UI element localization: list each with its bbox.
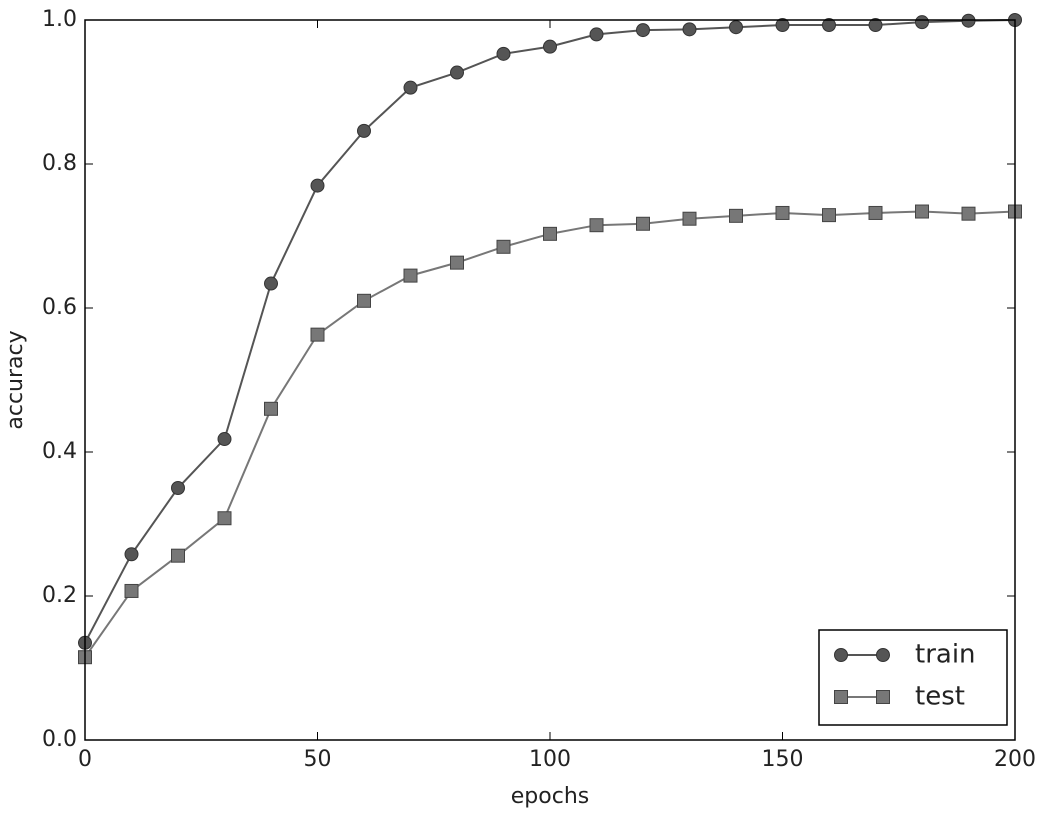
plot-frame [84,19,1016,741]
legend-label: test [915,682,965,712]
y-tick-label: 0.8 [42,151,77,176]
data-point [915,204,929,219]
data-point [868,18,883,33]
data-point [729,208,743,223]
data-point [543,39,557,54]
data-point [450,65,464,80]
data-point [171,481,185,495]
legend-marker [834,648,848,662]
series-line [84,19,1016,644]
data-point [357,293,371,308]
x-axis-label: epochs [511,784,589,809]
data-point [543,226,557,241]
data-point [496,46,511,61]
legend-marker [876,690,890,704]
data-point [450,255,464,270]
x-tick-label: 50 [304,747,332,772]
data-point [310,327,325,342]
legend-marker [834,690,848,704]
data-point [496,239,511,254]
data-point [357,123,371,138]
x-tick-label: 100 [529,747,571,772]
legend-box [818,629,1008,726]
data-point [636,23,650,38]
data-point [822,208,836,223]
x-tick-label: 150 [762,747,804,772]
y-tick-label: 0.4 [42,439,77,464]
data-point [589,27,604,42]
data-point [589,218,604,233]
legend-label: train [915,640,976,670]
y-tick-label: 0.2 [42,583,77,608]
data-point [915,15,929,30]
data-point [961,206,976,221]
data-point [682,22,697,37]
data-point [403,268,418,283]
y-axis-label: accuracy [3,330,28,429]
y-tick-label: 1.0 [42,7,77,32]
x-tick-label: 0 [78,747,92,772]
data-point [124,547,139,562]
y-tick-label: 0.0 [42,727,77,752]
data-point [775,205,790,220]
data-point [171,548,185,563]
legend-marker [876,648,890,662]
data-point [217,511,232,526]
data-point [682,211,697,226]
data-point [775,18,790,33]
data-point [264,276,278,291]
data-point [217,432,232,447]
data-point [310,178,325,193]
data-point [868,205,883,220]
data-point [403,80,418,95]
data-point [636,216,650,231]
data-point [729,20,743,35]
y-tick-label: 0.6 [42,295,77,320]
data-point [264,401,278,416]
data-point [822,18,836,33]
x-tick-label: 200 [994,747,1036,772]
data-point [124,583,139,598]
